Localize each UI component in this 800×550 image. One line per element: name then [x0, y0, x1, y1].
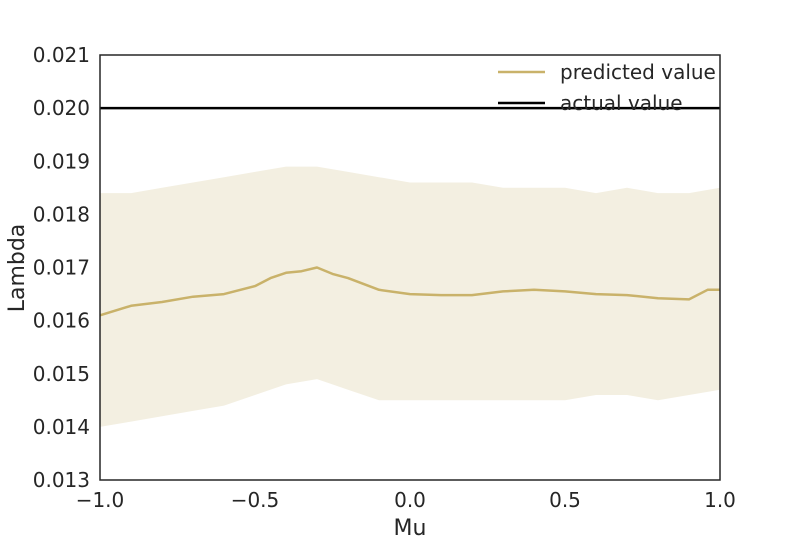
y-axis-label: Lambda	[5, 224, 30, 313]
legend-label-predicted: predicted value	[560, 60, 716, 84]
y-tick-label: 0.019	[33, 149, 90, 173]
x-axis-label: Mu	[394, 516, 427, 541]
uncertainty-band	[100, 166, 720, 427]
y-axis: 0.013 0.014 0.015 0.016 0.017 0.018 0.019 0.020…	[33, 43, 90, 492]
x-tick-label: 0.0	[394, 488, 426, 512]
y-tick-label: 0.017	[33, 256, 90, 280]
x-axis: −1.0 −0.5 0.0 0.5 1.0	[76, 488, 736, 512]
plot-area	[99, 54, 721, 481]
x-tick-label: 1.0	[704, 488, 736, 512]
y-tick-label: 0.016	[33, 309, 90, 333]
y-tick-label: 0.014	[33, 415, 90, 439]
y-tick-label: 0.020	[33, 96, 90, 120]
legend-label-actual: actual value	[560, 91, 683, 115]
plot-frame	[99, 54, 721, 481]
y-tick-label: 0.018	[33, 202, 90, 226]
x-tick-label: −1.0	[76, 488, 125, 512]
y-tick-label: 0.021	[33, 43, 90, 67]
legend: predicted value actual value	[498, 60, 716, 115]
y-tick-label: 0.013	[33, 468, 90, 492]
predicted-value-line	[99, 266, 720, 317]
y-tick-label: 0.015	[33, 362, 90, 386]
x-tick-label: −0.5	[231, 488, 280, 512]
x-tick-label: 0.5	[549, 488, 581, 512]
